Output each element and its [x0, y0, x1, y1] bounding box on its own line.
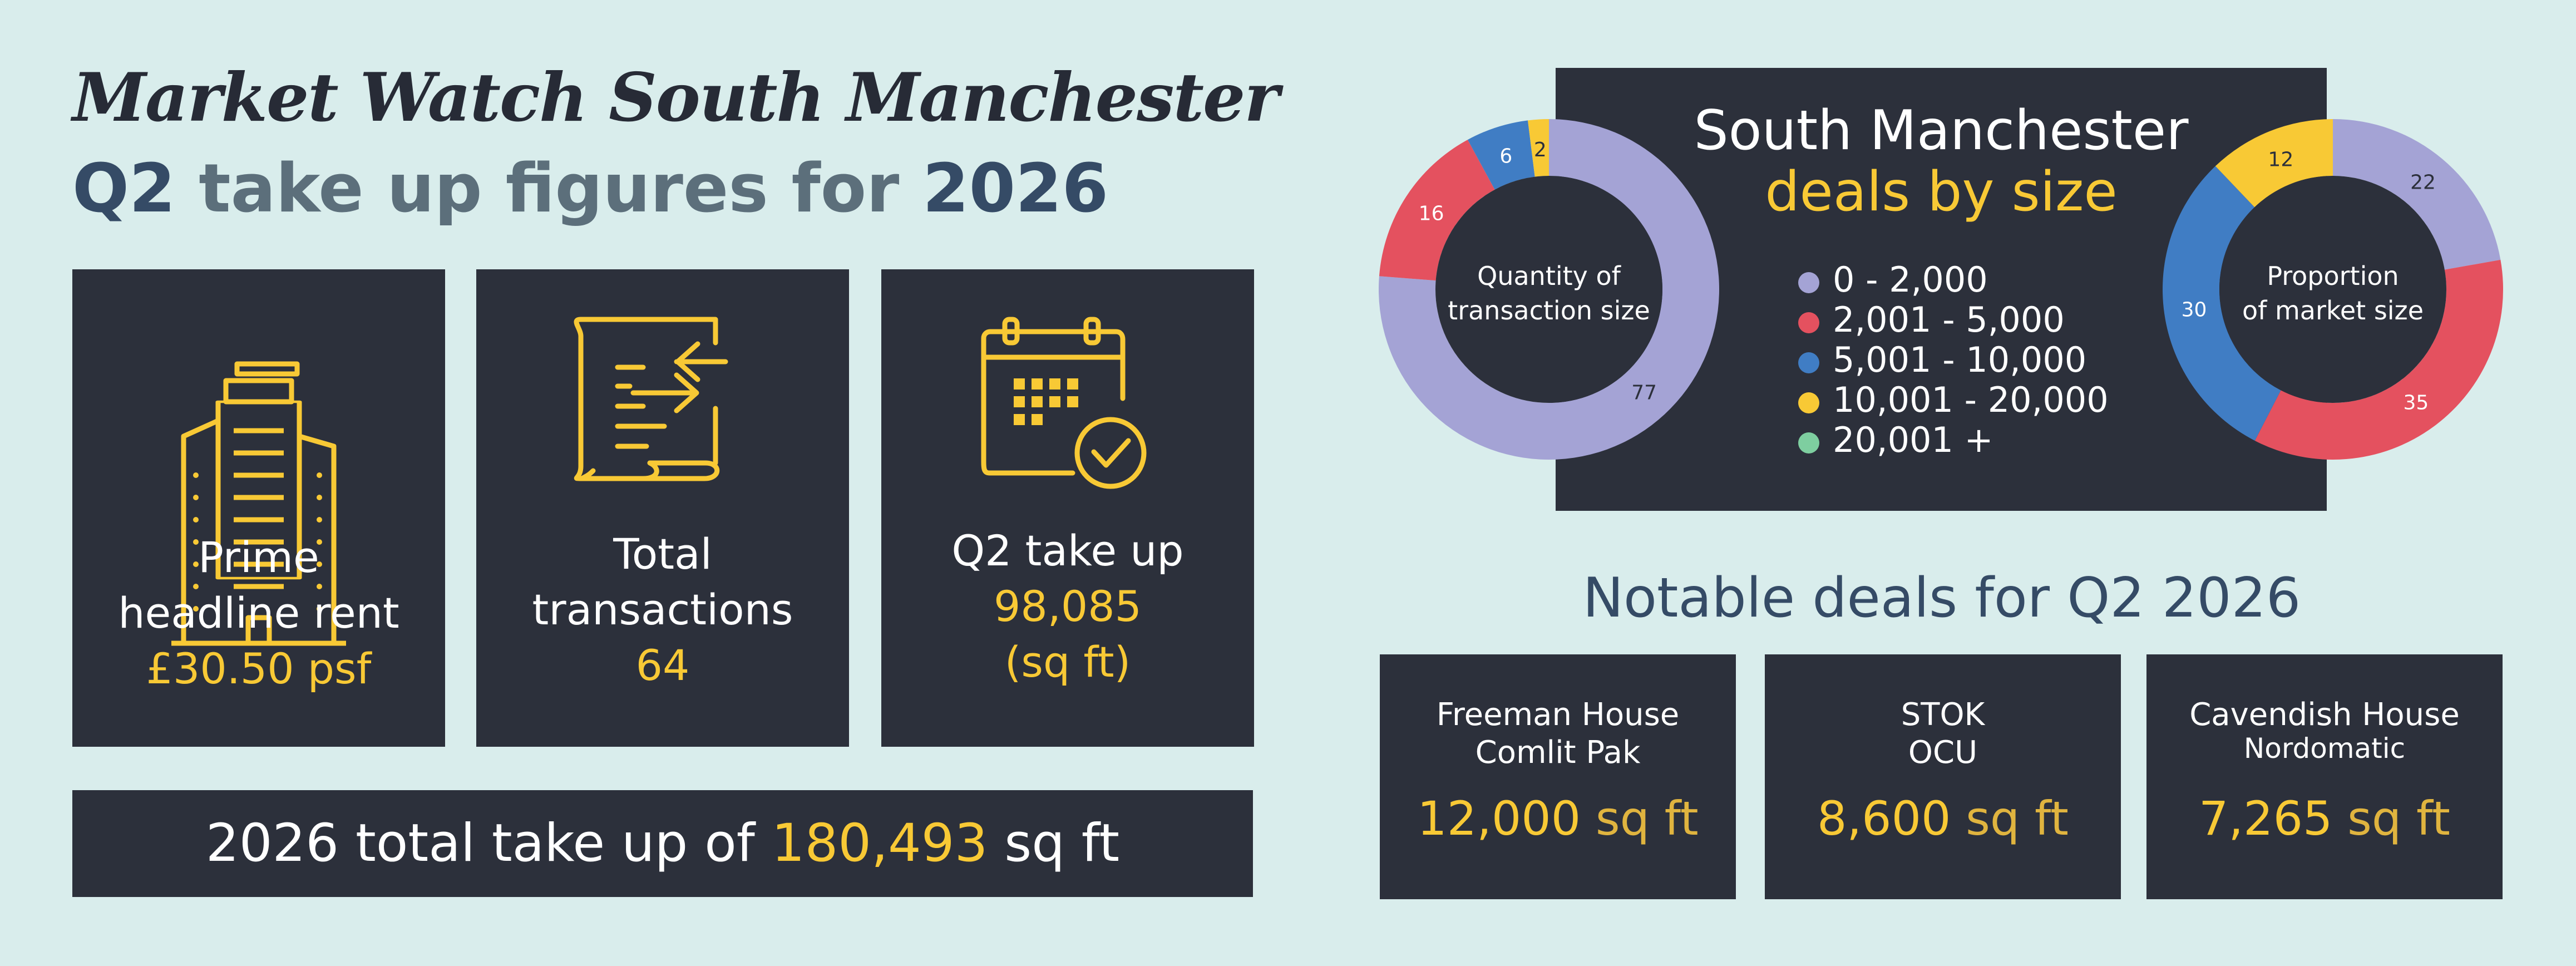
stat-value: 98,085: [994, 581, 1142, 631]
stat-card-q2-take-up: Q2 take up 98,085 (sq ft): [881, 269, 1254, 747]
stat-value: 64: [635, 640, 690, 690]
deal-size-unit: sq ft: [1966, 791, 2069, 846]
subtitle-text: take up figures for: [175, 150, 923, 228]
deal-size: 12,000 sq ft: [1380, 791, 1736, 846]
subtitle-quarter: Q2: [72, 150, 176, 228]
donut-slice: [2254, 259, 2503, 460]
deal-name-line2: Nordomatic: [2243, 732, 2406, 765]
office-building-icon: [171, 361, 346, 646]
deal-size-value: 7,265: [2198, 791, 2333, 846]
legend-dot: [1798, 312, 1819, 333]
stat-value-unit: (sq ft): [1004, 637, 1131, 687]
legend-label: 0 - 2,000: [1833, 259, 1988, 300]
donut-slice-label: 30: [2182, 298, 2207, 321]
donut-slice-label: 77: [1631, 382, 1657, 405]
stat-label-line2: headline rent: [118, 588, 399, 638]
deal-name-line1: STOK: [1901, 697, 1985, 733]
stat-label-line1: Prime: [198, 533, 319, 582]
donut-slice-label: 12: [2268, 149, 2293, 171]
donut-slice-label: 22: [2410, 171, 2436, 194]
donut-slice: [2333, 119, 2501, 270]
calendar-check-icon: [981, 317, 1147, 489]
donut-center: [2219, 176, 2446, 403]
legend-dot: [1798, 272, 1819, 293]
donut-center-label: of market size: [2242, 295, 2424, 326]
total-suffix: sq ft: [988, 813, 1120, 874]
legend-label: 10,001 - 20,000: [1833, 379, 2109, 420]
total-prefix: 2026 total take up of: [205, 813, 772, 874]
stat-value: £30.50 psf: [146, 644, 372, 693]
legend-dot: [1798, 352, 1819, 373]
legend-item: 2,001 - 5,000: [1798, 299, 2065, 340]
deal-name-line1: Freeman House: [1436, 697, 1680, 733]
legend-label: 20,001 +: [1833, 420, 1993, 460]
deal-size: 8,600 sq ft: [1765, 791, 2121, 846]
donut-center: [1435, 176, 1662, 403]
stat-label-line2: transactions: [532, 585, 793, 634]
deal-name-line2: OCU: [1908, 735, 1978, 771]
legend-item: 20,001 +: [1798, 420, 1993, 460]
total-value: 180,493: [771, 813, 988, 874]
donut-slice-label: 16: [1419, 202, 1444, 225]
document-transfer-icon: [574, 317, 728, 481]
subtitle-year: 2026: [922, 150, 1109, 228]
donut-chart-quantity: 77 16 6 2 Quantity of transaction size: [1379, 119, 1720, 460]
deal-size-unit: sq ft: [2347, 791, 2450, 846]
page-title: Market Watch South Manchester: [72, 58, 1280, 137]
donut-slice-label: 35: [2404, 392, 2429, 415]
donut-slice-label: 2: [1534, 139, 1547, 161]
stat-card-prime-rent: Prime headline rent £30.50 psf: [72, 269, 445, 747]
legend-title: South Manchester: [1694, 99, 2189, 162]
legend-item: 10,001 - 20,000: [1798, 379, 2109, 420]
legend-item: 0 - 2,000: [1798, 259, 1988, 300]
deal-size: 7,265 sq ft: [2146, 791, 2503, 846]
deal-size-unit: sq ft: [1595, 791, 1699, 846]
deal-card: Freeman House Comlit Pak 12,000 sq ft: [1380, 654, 1736, 899]
deal-name-line2: Comlit Pak: [1475, 735, 1641, 771]
legend-subtitle: deals by size: [1765, 160, 2118, 224]
donut-center-label: Proportion: [2267, 261, 2399, 291]
stat-label-line1: Total: [613, 529, 712, 579]
legend-dot: [1798, 392, 1819, 413]
page-subtitle: Q2 take up figures for 2026: [72, 150, 1108, 228]
legend-label: 5,001 - 10,000: [1833, 339, 2087, 380]
donut-slice: [2163, 166, 2281, 441]
donut-slice: [1379, 140, 1495, 281]
stat-card-transactions: Total transactions 64: [476, 269, 849, 747]
notable-deals-title: Notable deals for Q2 2026: [1582, 566, 2301, 630]
deal-size-value: 12,000: [1417, 791, 1581, 846]
stat-label-line1: Q2 take up: [951, 526, 1184, 575]
donut-slice: [1528, 119, 1549, 177]
legend-item: 5,001 - 10,000: [1798, 339, 2086, 380]
deal-card: STOK OCU 8,600 sq ft: [1765, 654, 2121, 899]
legend-label: 2,001 - 5,000: [1833, 299, 2065, 340]
deal-name-line1: Cavendish House: [2189, 697, 2460, 733]
donut-slice: [1467, 120, 1535, 190]
donut-chart-proportion: 22 35 30 12 Proportion of market size: [2163, 119, 2503, 460]
deal-card: Cavendish House Nordomatic 7,265 sq ft: [2146, 654, 2503, 899]
donut-center-label: transaction size: [1448, 295, 1650, 326]
donut-slice-label: 6: [1499, 145, 1512, 168]
deal-size-value: 8,600: [1817, 791, 1951, 846]
total-take-up-bar: 2026 total take up of 180,493 sq ft: [72, 790, 1253, 897]
donut-slice: [1379, 119, 1720, 460]
legend-dot: [1798, 432, 1819, 454]
donut-center-label: Quantity of: [1477, 261, 1622, 291]
donut-slice: [2215, 119, 2333, 208]
